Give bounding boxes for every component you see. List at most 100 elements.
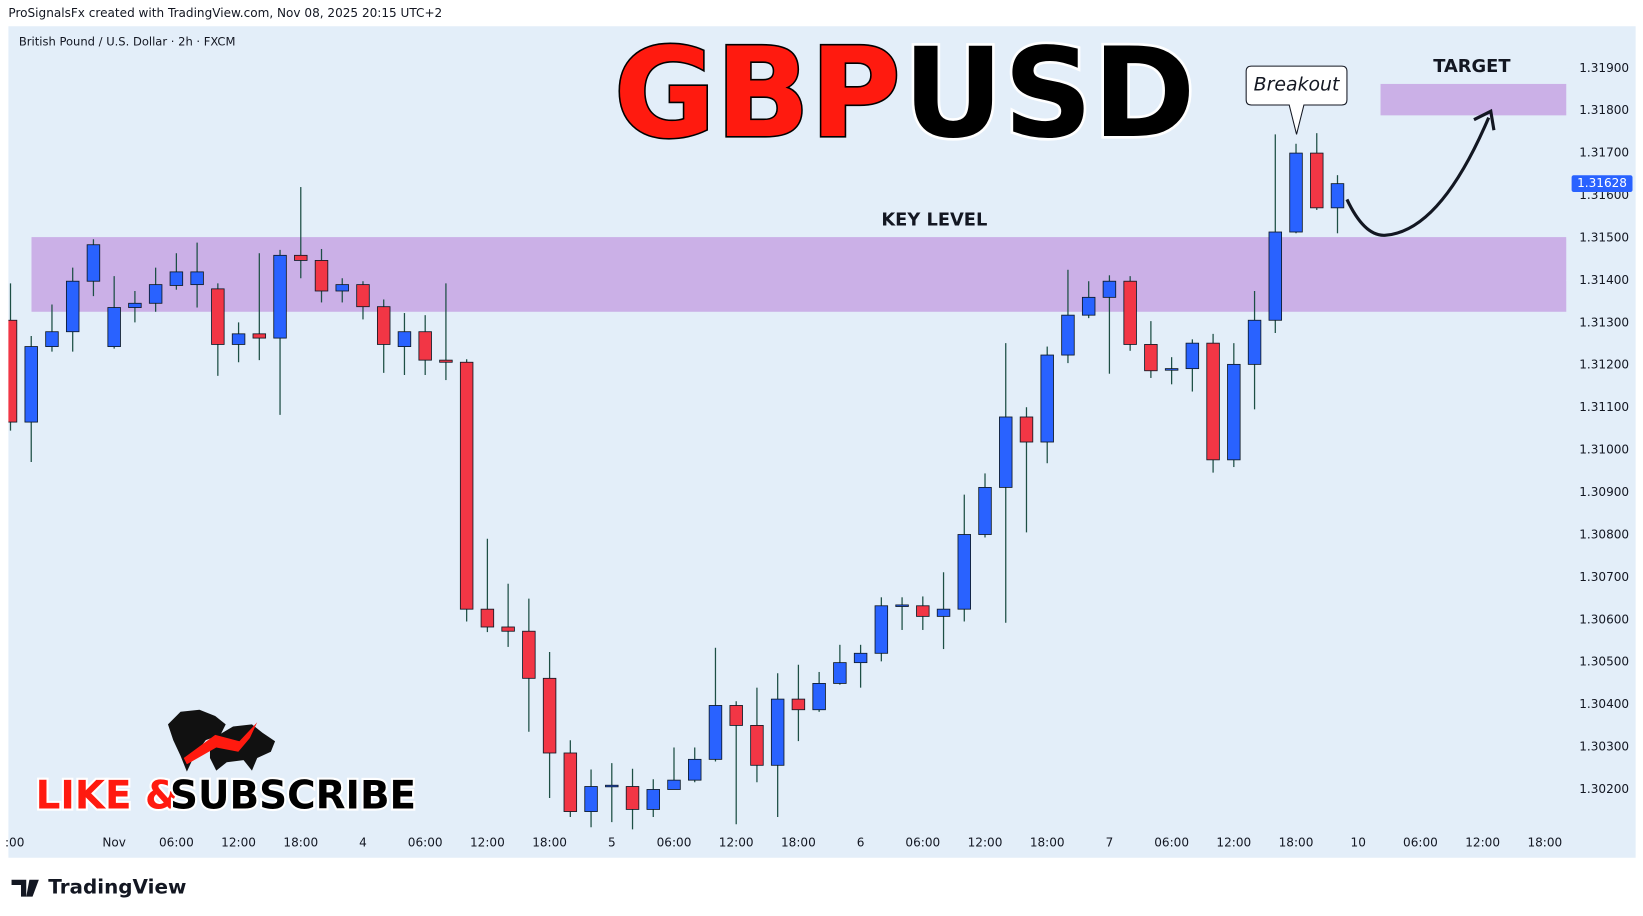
candle-body xyxy=(750,724,764,766)
y-tick-label: 1.30400 xyxy=(1579,697,1629,711)
candle-body xyxy=(542,677,557,754)
y-tick-label: 1.30700 xyxy=(1579,570,1629,584)
candle-body xyxy=(418,331,432,361)
x-tick-label: 06:00 xyxy=(159,836,194,850)
y-tick-label: 1.30500 xyxy=(1579,655,1629,669)
x-tick-label: 18:00 xyxy=(1030,836,1065,850)
candle-body xyxy=(688,758,702,781)
x-tick-label: 4 xyxy=(359,836,367,850)
chart-panel xyxy=(8,26,1636,858)
candle-body xyxy=(1289,152,1303,233)
candle-body xyxy=(1247,319,1262,365)
candle-body xyxy=(439,359,453,363)
zone-label: TARGET xyxy=(1433,56,1511,77)
subscribe-left: LIKE & xyxy=(36,773,179,818)
candle-body xyxy=(853,652,868,664)
symbol-label: British Pound / U.S. Dollar · 2h · FXCM xyxy=(19,34,236,48)
candle-body xyxy=(1330,183,1345,209)
candle-body xyxy=(916,605,930,617)
last-price-label: 1.31628 xyxy=(1577,176,1627,190)
x-tick-label: 18:00 xyxy=(781,836,816,850)
candle-body xyxy=(1019,416,1034,443)
candle-body xyxy=(1081,296,1096,316)
candle-body xyxy=(397,331,412,347)
x-tick-label: 7 xyxy=(1106,836,1114,850)
x-tick-label: 12:00 xyxy=(1216,836,1251,850)
x-tick-label: 18:00 xyxy=(532,836,567,850)
candle-body xyxy=(128,302,142,308)
arrow-head xyxy=(1473,108,1496,131)
candle-body xyxy=(45,331,59,347)
candle-body xyxy=(605,784,619,788)
candle-body xyxy=(1040,354,1054,443)
candle-body xyxy=(1227,363,1241,461)
candle-body xyxy=(708,705,723,760)
candle-body xyxy=(1123,280,1137,345)
candle-body xyxy=(1061,314,1075,356)
x-tick-label: :00 xyxy=(5,836,24,850)
candle-body xyxy=(190,271,204,286)
zone xyxy=(31,237,1567,312)
candle-body xyxy=(895,604,909,607)
candle-body xyxy=(252,333,267,339)
candle-body xyxy=(791,698,806,711)
y-tick-label: 1.31400 xyxy=(1579,273,1629,287)
candle-body xyxy=(480,608,495,628)
candle-body xyxy=(1164,368,1179,371)
x-tick-label: 06:00 xyxy=(408,836,443,850)
projection-arrow xyxy=(1345,116,1491,237)
candle-body xyxy=(148,284,163,304)
zone xyxy=(1380,83,1567,116)
candle-body xyxy=(65,280,80,333)
candle-body xyxy=(356,284,370,308)
candle-body xyxy=(729,705,743,726)
x-tick-label: 10 xyxy=(1351,836,1366,850)
candle-body xyxy=(625,786,640,810)
candle-body xyxy=(86,244,101,282)
candle-body xyxy=(646,789,660,810)
y-tick-label: 1.30300 xyxy=(1579,740,1629,754)
last-price-box xyxy=(1571,175,1633,193)
x-tick-label: 12:00 xyxy=(470,836,505,850)
header-text: ProSignalsFx created with TradingView.co… xyxy=(8,6,442,20)
candle-body xyxy=(107,307,121,347)
x-tick-label: 6 xyxy=(857,836,865,850)
candle-body xyxy=(584,786,598,812)
candle-body xyxy=(459,361,474,610)
candles xyxy=(8,133,1345,830)
y-tick-label: 1.31300 xyxy=(1579,315,1629,329)
candle-body xyxy=(874,605,889,654)
callout-box xyxy=(1245,65,1348,135)
x-tick-label: 18:00 xyxy=(1279,836,1314,850)
y-tick-label: 1.31500 xyxy=(1579,230,1629,244)
x-tick-label: 12:00 xyxy=(719,836,754,850)
candle-body xyxy=(1268,231,1283,321)
x-tick-label: Nov xyxy=(102,836,126,850)
subscribe-right: SUBSCRIBE xyxy=(170,773,416,818)
y-tick-label: 1.31000 xyxy=(1579,443,1629,457)
zones xyxy=(31,83,1567,312)
footer-text: TradingView xyxy=(48,875,186,899)
candle-body xyxy=(936,608,951,617)
candle-body xyxy=(1144,344,1158,372)
candle-body xyxy=(1185,342,1200,370)
candle-body xyxy=(999,416,1013,488)
candle-body xyxy=(211,288,225,345)
candle-body xyxy=(1310,152,1324,209)
x-tick-label: 06:00 xyxy=(657,836,692,850)
x-tick-label: 5 xyxy=(608,836,616,850)
x-tick-label: 06:00 xyxy=(1154,836,1189,850)
candle-body xyxy=(169,271,184,286)
y-tick-label: 1.31100 xyxy=(1579,400,1629,414)
x-tick-label: 18:00 xyxy=(283,836,318,850)
y-tick-label: 1.31900 xyxy=(1579,61,1629,75)
x-tick-label: 12:00 xyxy=(968,836,1003,850)
y-tick-label: 1.31800 xyxy=(1579,103,1629,117)
candle-body xyxy=(273,254,287,339)
x-tick-label: 06:00 xyxy=(905,836,940,850)
tv-logo xyxy=(11,879,39,897)
y-tick-label: 1.31200 xyxy=(1579,358,1629,372)
x-tick-label: 12:00 xyxy=(221,836,256,850)
y-tick-label: 1.31700 xyxy=(1579,146,1629,160)
